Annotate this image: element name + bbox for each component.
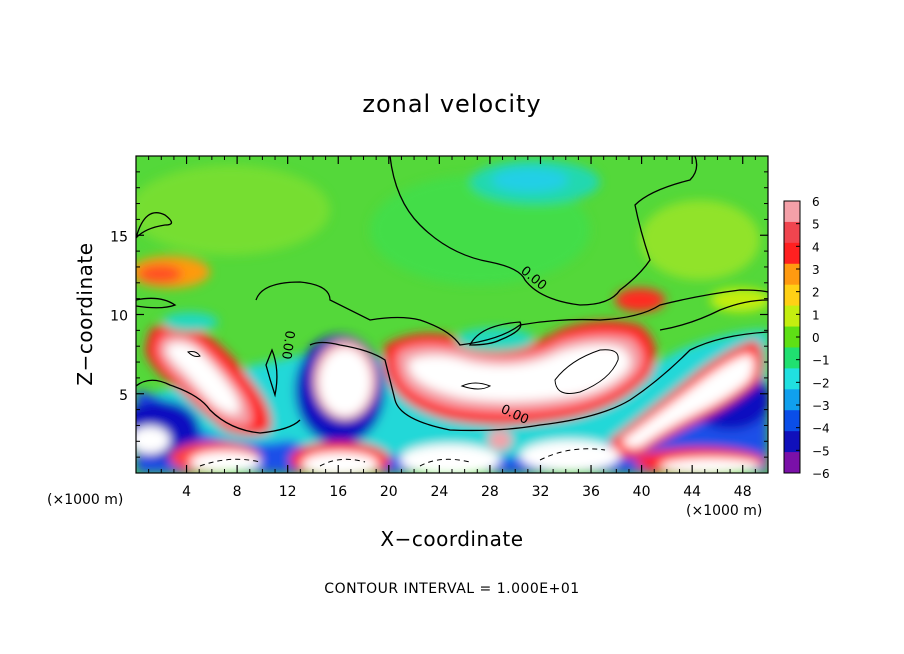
colorbar-tick-label: 0 [812,331,820,345]
contour-interval-note: CONTOUR INTERVAL = 1.000E+01 [324,581,579,597]
colorbar-tick-label: −4 [812,422,830,436]
colorbar-swatch [784,389,800,411]
y-axis-unit: (×1000 m) [686,503,762,519]
x-tick-label: 24 [430,484,448,500]
x-tick-label: 28 [481,484,499,500]
colorbar-swatch [784,305,800,328]
colorbar-swatch [784,326,800,348]
colorbar-swatch [784,263,800,286]
colorbar-swatch [784,431,800,453]
x-tick-label: 8 [233,484,242,500]
colorbar-swatch [784,347,800,369]
colorbar-swatch [784,201,800,223]
x-axis-label: X−coordinate [380,527,523,551]
y-tick-label: 15 [110,229,128,245]
x-tick-label: 32 [532,484,550,500]
colorbar-tick-label: −2 [812,376,830,390]
colorbar-tick-label: 6 [812,195,820,209]
colorbar-tick-label: 1 [812,308,820,322]
x-tick-label: 12 [279,484,297,500]
colorbar-swatch [784,221,800,244]
x-tick-label: 16 [329,484,347,500]
colorbar: 6 5 4 3 2 1 0 −1 −2 −3 −4 −5 −6 [783,195,830,481]
plot-area [136,156,768,473]
colorbar-tick-label: −5 [812,444,830,458]
x-tick-label: 4 [182,484,191,500]
x-axis: 4 8 12 16 20 24 28 32 36 40 44 48 [148,156,756,500]
colorbar-swatch [784,452,800,474]
y-tick-label: 10 [110,309,128,325]
x-tick-label: 36 [582,484,600,500]
x-axis-unit: (×1000 m) [47,492,123,508]
colorbar-tick-label: 4 [812,240,820,254]
contour-lines [136,156,768,434]
colorbar-tick-label: −6 [812,467,830,481]
colorbar-swatch [784,410,800,432]
colorbar-swatch [784,284,800,307]
colorbar-swatch [784,242,800,265]
y-axis-label: Z−coordinate [73,242,97,385]
velocity-field [136,160,768,473]
colorbar-tick-label: 5 [812,218,820,232]
chart-title: zonal velocity [362,90,541,118]
x-tick-label: 40 [633,484,651,500]
colorbar-tick-label: 3 [812,263,820,277]
colorbar-tick-label: −3 [812,399,830,413]
x-tick-label: 44 [683,484,701,500]
colorbar-swatch [784,368,800,390]
contour-label: 0.00 [278,329,297,360]
x-tick-label: 48 [734,484,752,500]
y-tick-label: 5 [119,388,128,404]
x-tick-label: 20 [380,484,398,500]
colorbar-tick-label: −1 [812,354,830,368]
colorbar-tick-label: 2 [812,286,820,300]
contour-lines-dashed [199,448,606,467]
y-axis: 5 10 15 [110,171,768,458]
